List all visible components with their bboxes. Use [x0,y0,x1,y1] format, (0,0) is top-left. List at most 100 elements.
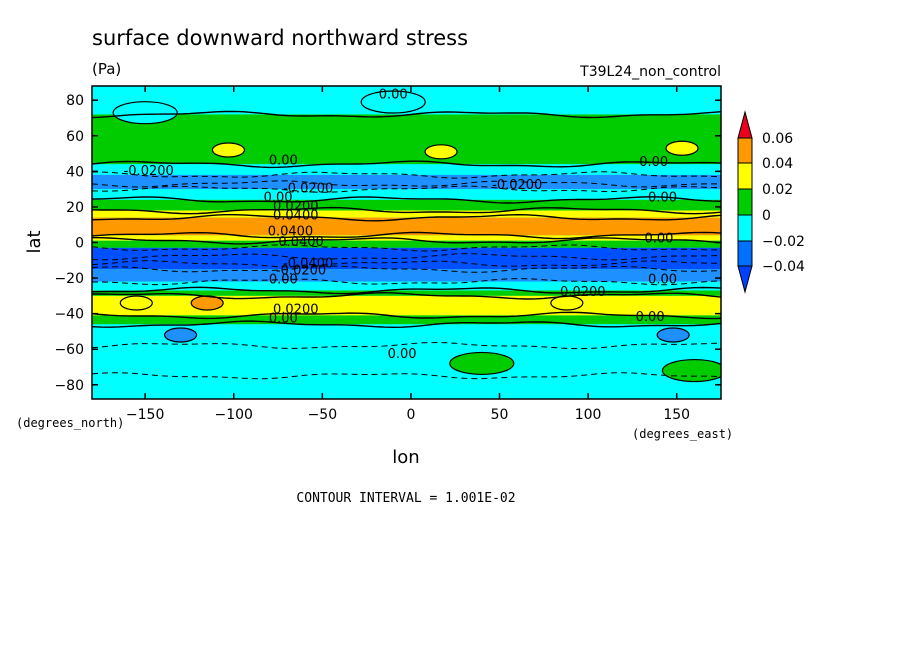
colorbar-label: 0.02 [762,182,793,198]
zonal-band [92,210,721,218]
colorbar-label: 0 [762,208,771,224]
contour-label: -0.0200 [276,264,326,279]
contour-label: 0.0200 [273,303,319,318]
colorbar-cell [737,110,753,139]
contour-label: 0.0400 [268,224,314,239]
contour-interval-note: CONTOUR INTERVAL = 1.001E-02 [296,491,515,506]
contour-feature [449,351,515,376]
contour-line [92,160,721,169]
contour-line [92,372,721,380]
contour-label: -0.0200 [492,178,542,193]
colorbar-cell [737,137,753,164]
contour-label: 0.0400 [278,235,324,250]
contour-label: -0.0200 [124,164,174,179]
contour-feature [119,295,153,311]
colorbar-label: −0.02 [762,234,805,250]
y-tick-label: 20 [66,200,84,216]
zonal-band [92,174,721,190]
zonal-band [92,217,721,236]
contour-line [92,185,721,193]
colorbar-label: −0.04 [762,259,805,275]
colorbar-cell [737,240,753,267]
contour-line [92,291,721,300]
colorbar-cell [737,214,753,242]
colorbar-cell [737,188,753,216]
zonal-band [92,295,721,316]
contour-label: 0.0400 [273,208,319,223]
contour-line [92,180,721,188]
contour-feature [424,144,458,160]
x-axis: −150 −100 −50 0 50 100 150 [126,86,690,423]
zonal-band [92,269,721,282]
contour-line [92,311,721,320]
chart-units: (Pa) [92,60,121,78]
contour-line [92,265,721,273]
y-units-label: (degrees_north) [16,416,124,430]
y-tick-label: 0 [75,236,84,252]
zonal-band [92,114,721,165]
zonal-band [92,199,721,211]
dataset-label: T39L24_non_control [579,64,721,80]
x-tick-label: −150 [126,407,164,423]
contour-line [92,171,721,179]
y-tick-label: 80 [66,93,84,109]
y-tick-label: 40 [66,164,84,180]
contour-line [92,237,721,245]
contour-label: 0.00 [645,232,674,247]
x-units-label: (degrees_east) [632,427,733,441]
feature-layer [112,90,721,383]
x-tick-label: −100 [215,407,253,423]
contour-feature [665,140,699,156]
x-tick-label: 0 [406,407,415,423]
contour-label: 0.0200 [560,285,606,300]
colorbar-cell [737,265,753,294]
contour-line [92,286,721,295]
contour-label: 0.00 [269,272,298,287]
band-layer [92,86,721,399]
contour-label: 0.00 [648,191,677,206]
contour-line [92,196,721,204]
x-tick-label: 100 [575,407,602,423]
contour-line [92,320,721,329]
contour-line [92,110,721,119]
x-axis-label: lon [392,447,419,468]
y-axis: 80 60 40 20 0 −20 −40 −60 −80 [54,93,721,394]
contour-line [92,260,721,268]
y-axis-label: lat [24,230,45,253]
contour-label: 0.00 [269,312,298,327]
y-tick-label: −40 [54,307,84,323]
contour-feature [656,327,690,343]
contour-label: 0.00 [269,153,298,168]
contour-feature [661,358,721,383]
contour-label: 0.00 [636,310,665,325]
colorbar-label: 0.04 [762,156,793,172]
contour-line [92,231,721,240]
contour-feature [163,327,198,343]
y-tick-label: −20 [54,271,84,287]
zonal-band [92,315,721,325]
contour-label: 0.00 [264,191,293,206]
x-tick-label: 150 [663,407,690,423]
contour-feature [112,101,178,125]
contour-line [92,278,721,286]
contour-line [92,253,721,261]
contour-line [92,244,721,252]
contour-label: 0.00 [648,272,677,287]
colorbar: 0.06 0.04 0.02 0 −0.02 −0.04 [737,110,805,294]
zonal-band [92,189,721,200]
contour-line [92,341,721,350]
contour-label: 0.0200 [273,199,319,214]
contour-line-layer [92,110,721,380]
zonal-band [92,164,721,175]
zonal-band [92,240,721,248]
zonal-band [92,324,721,399]
x-tick-label: −50 [308,407,338,423]
contour-label: -0.0400 [283,256,333,271]
contour-line [92,213,721,222]
contour-line [92,206,721,215]
contour-label: -0.0200 [283,182,333,197]
contour-feature [211,142,246,158]
colorbar-cell [737,162,753,190]
